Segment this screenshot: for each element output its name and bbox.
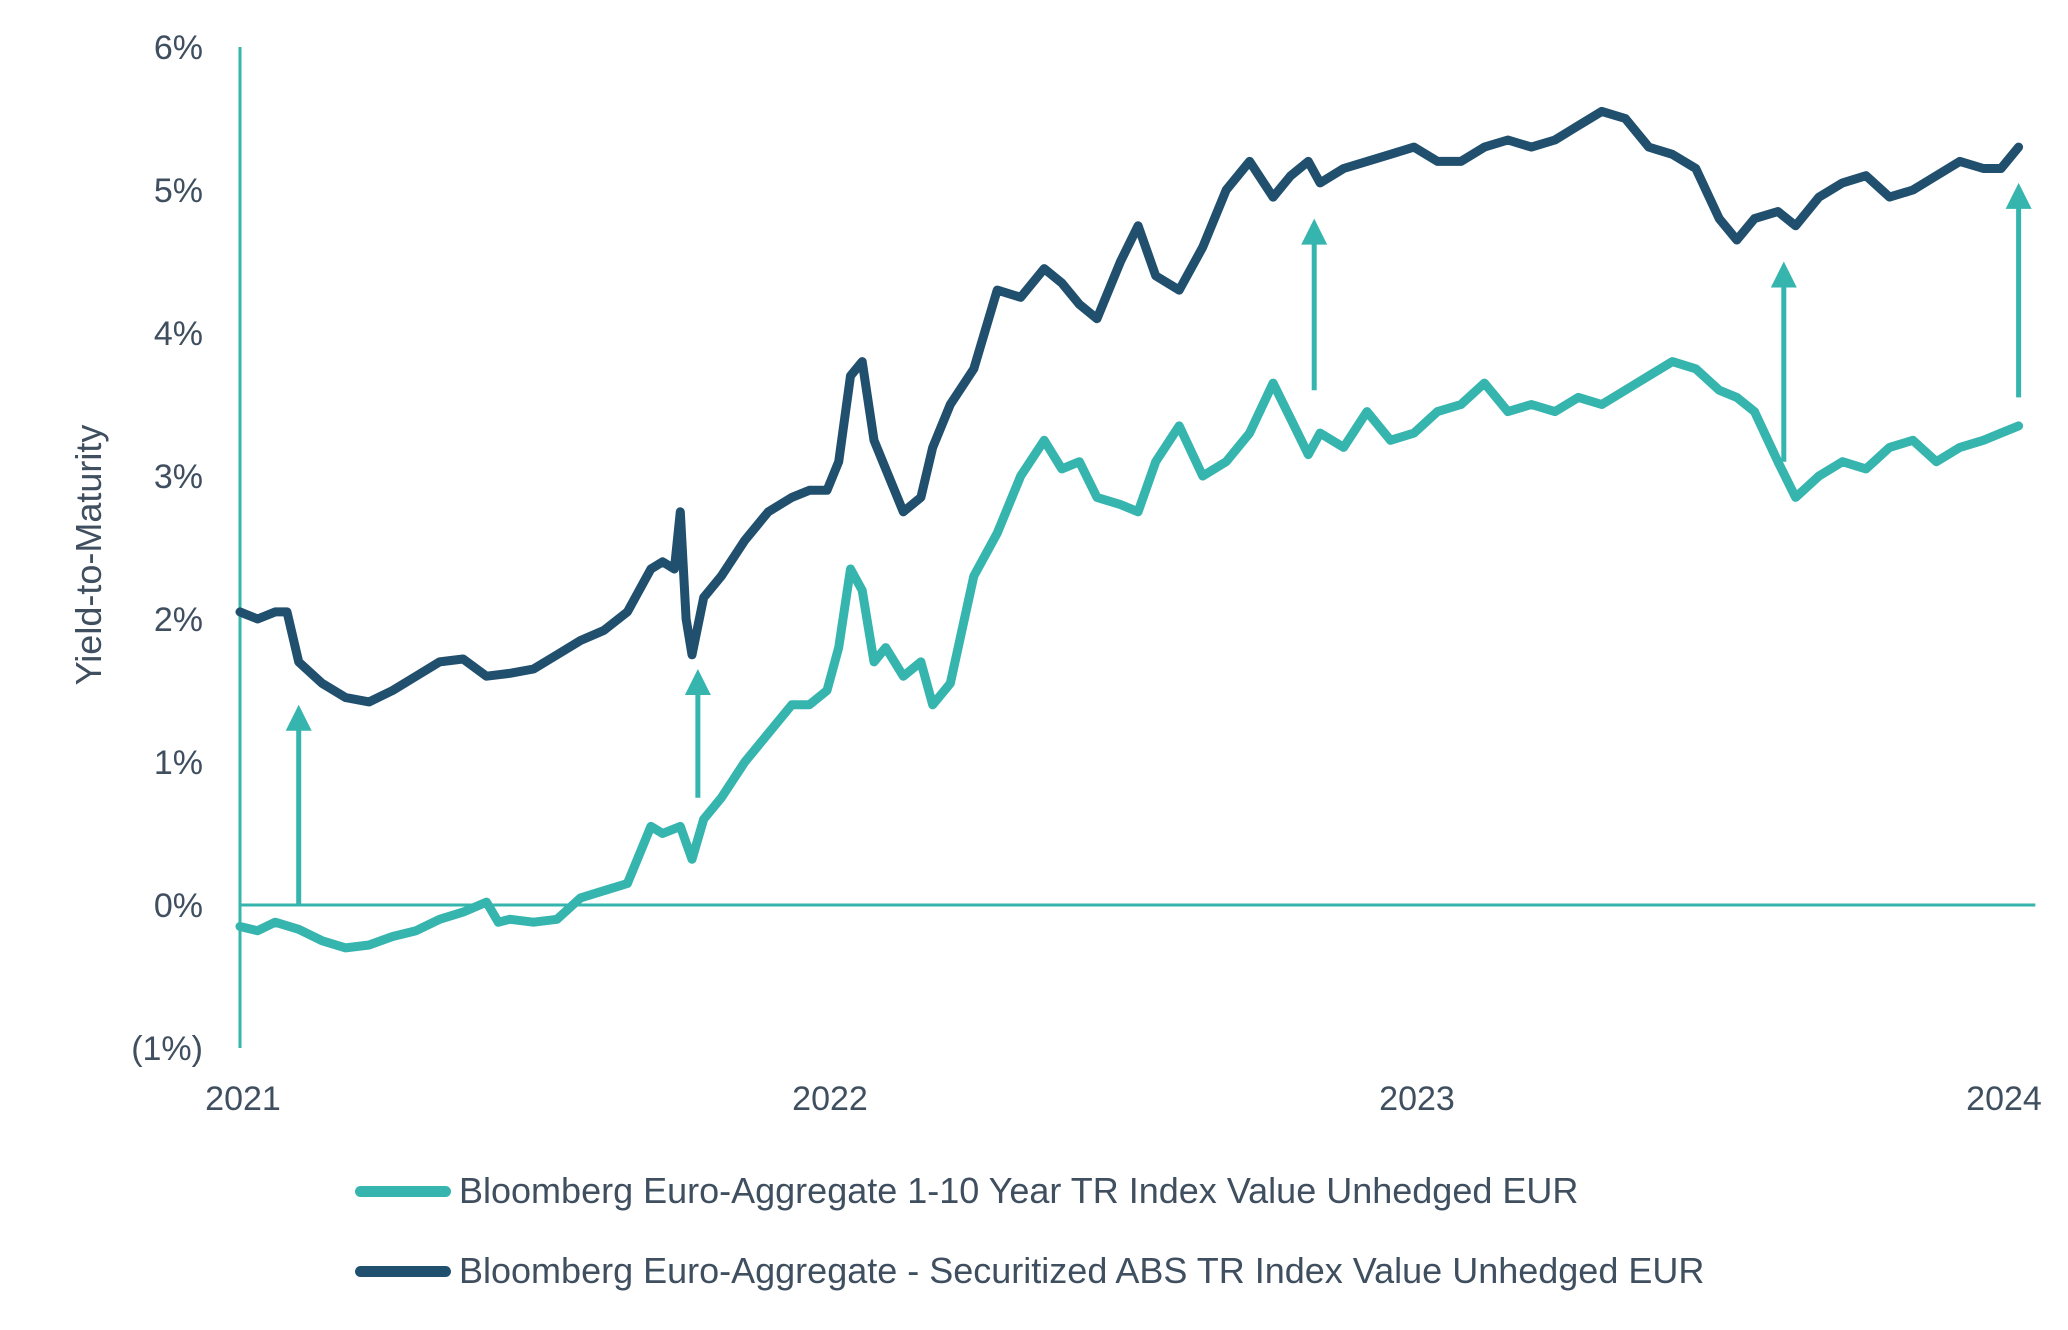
arrow-head [684, 669, 711, 696]
up-arrow-icon [2005, 182, 2032, 398]
x-tick-label: 2021 [205, 1080, 281, 1118]
arrow-head [1770, 261, 1797, 288]
up-arrow-icon [1301, 218, 1328, 391]
legend-item-securitized-abs: Bloomberg Euro-Aggregate - Securitized A… [355, 1250, 1704, 1292]
up-arrow-icon [285, 704, 312, 905]
arrow-head [285, 704, 312, 731]
y-tick-label: 6% [154, 29, 203, 67]
axes [238, 47, 2036, 1048]
x-tick-label: 2022 [792, 1080, 868, 1118]
y-tick-label: (1%) [131, 1030, 203, 1068]
x-tick-label: 2023 [1379, 1080, 1455, 1118]
legend-label: Bloomberg Euro-Aggregate 1-10 Year TR In… [459, 1170, 1579, 1211]
y-tick-label: 2% [154, 601, 203, 639]
series-line-1 [235, 106, 2024, 707]
y-tick-label: 0% [154, 887, 203, 925]
up-arrow-icon [1770, 261, 1797, 462]
up-arrow-icon [684, 669, 711, 798]
y-axis-label: Yield-to-Maturity [68, 425, 109, 686]
y-tick-labels: 6% 5% 4% 3% 2% 1% 0% (1%) [131, 29, 203, 1068]
legend-swatch-navy [355, 1265, 451, 1277]
series-lines [235, 106, 2024, 953]
x-tick-label: 2024 [1966, 1080, 2042, 1118]
y-tick-label: 3% [154, 458, 203, 496]
y-tick-label: 5% [154, 172, 203, 210]
annotation-arrows [285, 182, 2032, 905]
legend-label: Bloomberg Euro-Aggregate - Securitized A… [459, 1250, 1705, 1291]
legend-item-euro-agg-1-10: Bloomberg Euro-Aggregate 1-10 Year TR In… [355, 1170, 1578, 1212]
arrow-head [2005, 182, 2032, 209]
x-tick-labels: 2021 2022 2023 2024 [205, 1080, 2042, 1118]
y-tick-label: 1% [154, 744, 203, 782]
y-tick-label: 4% [154, 315, 203, 353]
arrow-head [1301, 218, 1328, 245]
legend-swatch-teal [355, 1185, 451, 1197]
series-line-0 [235, 357, 2024, 953]
